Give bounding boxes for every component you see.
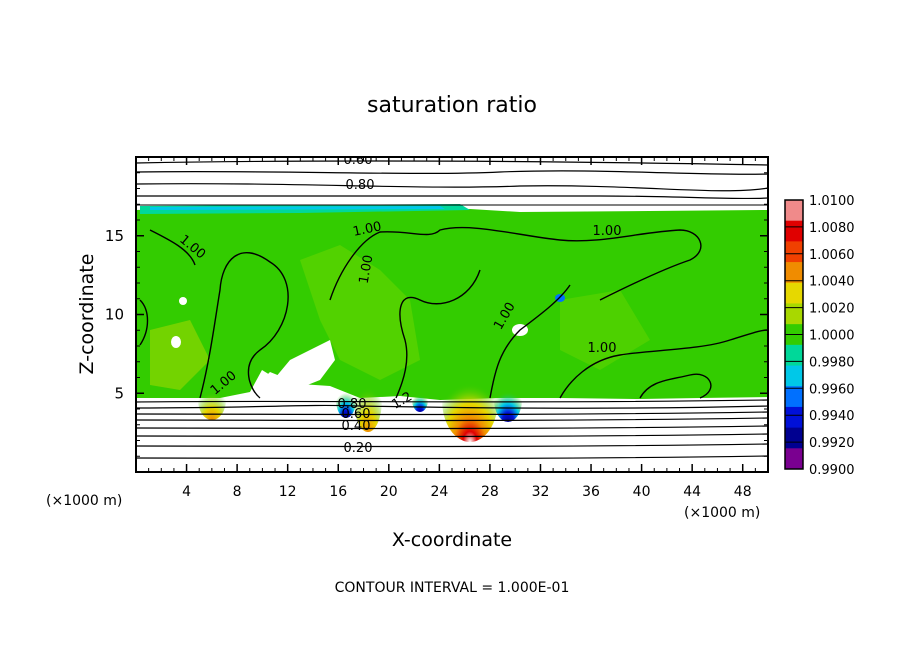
x-axis-title: X-coordinate [392, 529, 512, 551]
contour-label: 0.60 [344, 153, 373, 168]
field-warm-cell [198, 380, 226, 420]
field-warm-cell [442, 358, 498, 442]
colorbar-label: 0.9980 [809, 355, 855, 370]
colorbar-swatch [785, 241, 803, 263]
field-warm-cell [354, 368, 382, 432]
colorbar-label: 1.0020 [809, 302, 855, 317]
x-tick-label: 4 [182, 484, 191, 500]
x-unit-label-right: (×1000 m) [684, 505, 760, 521]
contour-label: 1.00 [357, 254, 377, 285]
contour-label: 0.20 [344, 441, 373, 456]
field-gap [171, 336, 181, 348]
lower-contours [136, 399, 768, 460]
x-tick-label: 24 [430, 484, 448, 500]
colorbar-label: 1.0040 [809, 275, 855, 290]
colorbar-swatch [785, 282, 803, 304]
colorbar-swatch [785, 427, 803, 449]
colorbar-label: 1.0080 [809, 221, 855, 236]
field-patch [150, 320, 210, 390]
colorbar-swatch [785, 386, 803, 408]
contour-label: 0.60 [342, 407, 371, 422]
x-tick-label: 20 [380, 484, 398, 500]
colorbar-swatch [785, 200, 803, 222]
colorbar-label: 0.9940 [809, 409, 855, 424]
x-unit-label-left: (×1000 m) [46, 493, 122, 509]
x-tick-label: 44 [683, 484, 701, 500]
field-cold-cell [336, 382, 356, 418]
field-top-band [150, 206, 445, 210]
chart-title: saturation ratio [367, 93, 537, 118]
colorbar-swatch [785, 448, 803, 470]
contour-label: 0.80 [346, 178, 375, 193]
contour-label: 1.00 [352, 219, 383, 240]
colorbar-label: 1.0060 [809, 248, 855, 263]
colorbar-label: 1.0000 [809, 329, 855, 344]
x-tick-label: 8 [233, 484, 242, 500]
field-cold-cell [412, 388, 428, 412]
y-tick-label: 10 [105, 306, 124, 324]
y-axis-title: Z-coordinate [76, 254, 98, 375]
colorbar-swatch [785, 220, 803, 242]
contour-label: 0.40 [342, 419, 371, 434]
colorbar-swatch [785, 303, 803, 325]
colorbar-swatch [785, 262, 803, 284]
contour-label: 0.80 [338, 397, 367, 412]
unity-contours [139, 226, 768, 399]
field-cold-cell [494, 378, 522, 422]
colorbar-swatch [785, 406, 803, 429]
colorbar-label: 1.0100 [809, 194, 855, 209]
y-tick-label: 15 [105, 227, 124, 245]
colorbar-swatch [785, 344, 803, 367]
contour-interval-note: CONTOUR INTERVAL = 1.000E-01 [335, 580, 570, 596]
colorbar: 1.0100 1.0080 1.0060 1.0040 1.0020 1.0000 0.99… [784, 194, 855, 478]
contour-label: 1.00 [588, 341, 617, 356]
colorbar-swatch [785, 365, 803, 387]
x-tick-label: 48 [734, 484, 752, 500]
x-tick-label: 16 [329, 484, 347, 500]
field-gap [250, 340, 335, 392]
colorbar-label: 0.9900 [809, 463, 855, 478]
contour-label: 1.00 [593, 224, 622, 239]
x-tick-label: 40 [633, 484, 651, 500]
x-tick-label: 32 [532, 484, 550, 500]
colorbar-label: 0.9960 [809, 382, 855, 397]
x-tick-label: 12 [279, 484, 297, 500]
upper-contours [136, 160, 768, 206]
field-patch [560, 290, 650, 370]
field-gap [179, 297, 187, 305]
colorbar-label: 0.9920 [809, 436, 855, 451]
field-patch [300, 245, 420, 380]
x-tick-label: 28 [481, 484, 499, 500]
x-tick-label: 36 [582, 484, 600, 500]
y-tick-label: 5 [114, 384, 124, 402]
plot-area: 0.60 0.80 1.00 1.00 1.00 1.00 1.00 1.00 … [136, 153, 768, 472]
